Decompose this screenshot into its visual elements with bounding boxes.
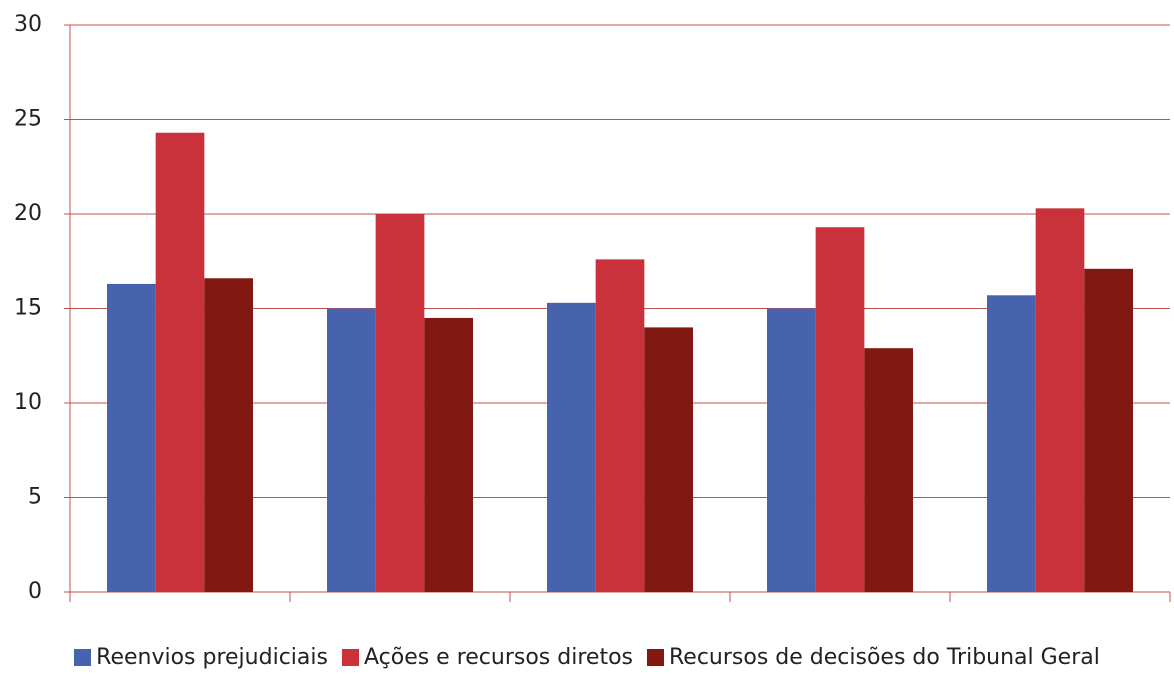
bar (1035, 208, 1085, 592)
chart: 0 5 10 15 20 25 30 (14, 12, 1171, 604)
y-tick-label: 30 (14, 12, 42, 37)
legend-label: Ações e recursos diretos (363, 645, 633, 670)
legend-label: Reenvios prejudiciais (96, 645, 328, 670)
y-tick-label: 5 (28, 485, 42, 510)
y-tick-label: 15 (14, 296, 42, 321)
bar (327, 308, 376, 592)
bar (767, 308, 816, 592)
bar (155, 132, 205, 593)
legend-label: Recursos de decisões do Tribunal Geral (669, 645, 1100, 670)
legend-swatch (647, 649, 664, 666)
bar (644, 327, 693, 592)
bar (375, 214, 425, 592)
bar (1084, 268, 1133, 592)
legend-item: Reenvios prejudiciais (74, 645, 328, 670)
legend-item: Recursos de decisões do Tribunal Geral (647, 645, 1100, 670)
bar (424, 317, 473, 592)
y-tick-label: 20 (14, 201, 42, 226)
bar (987, 295, 1036, 592)
y-tick-label: 10 (14, 390, 42, 415)
bar (864, 348, 913, 592)
bar (595, 259, 645, 592)
y-tick-label: 0 (28, 579, 42, 604)
legend-swatch (74, 649, 92, 666)
bar (107, 283, 156, 592)
y-tick-label: 25 (14, 107, 42, 132)
legend: Reenvios prejudiciais Ações e recursos di… (0, 645, 1174, 670)
bar (815, 227, 865, 593)
bar (547, 302, 596, 592)
legend-swatch (341, 649, 359, 666)
legend-item: Ações e recursos diretos (341, 645, 633, 670)
bar (204, 278, 253, 592)
